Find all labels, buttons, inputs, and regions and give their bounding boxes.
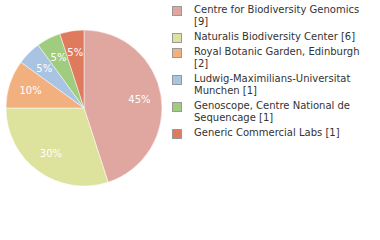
svg-text:30%: 30% xyxy=(40,148,62,159)
svg-text:5%: 5% xyxy=(51,52,67,63)
svg-text:5%: 5% xyxy=(36,63,52,74)
html-text:Naturalis Biodiversity Center: Naturalis Biodiversity Center [6] xyxy=(194,31,356,42)
html-text:Generic Commercial Labs [1]: Generic Commercial Labs [1] xyxy=(194,127,340,138)
html-text:Genoscope, Centre National de: Genoscope, Centre National de Sequencage… xyxy=(194,100,350,123)
svg-text:45%: 45% xyxy=(128,94,150,105)
html-text:Royal Botanic Garden, Edinburg: Royal Botanic Garden, Edinburgh [2] xyxy=(194,46,360,69)
svg-text:5%: 5% xyxy=(67,47,83,58)
html-text:Ludwig-Maximilians-Universitat: Ludwig-Maximilians-Universitat Munchen [… xyxy=(194,73,351,96)
html-text:Centre for Biodiversity Genomi: Centre for Biodiversity Genomics [9] xyxy=(194,4,360,27)
svg-text:10%: 10% xyxy=(19,85,41,96)
